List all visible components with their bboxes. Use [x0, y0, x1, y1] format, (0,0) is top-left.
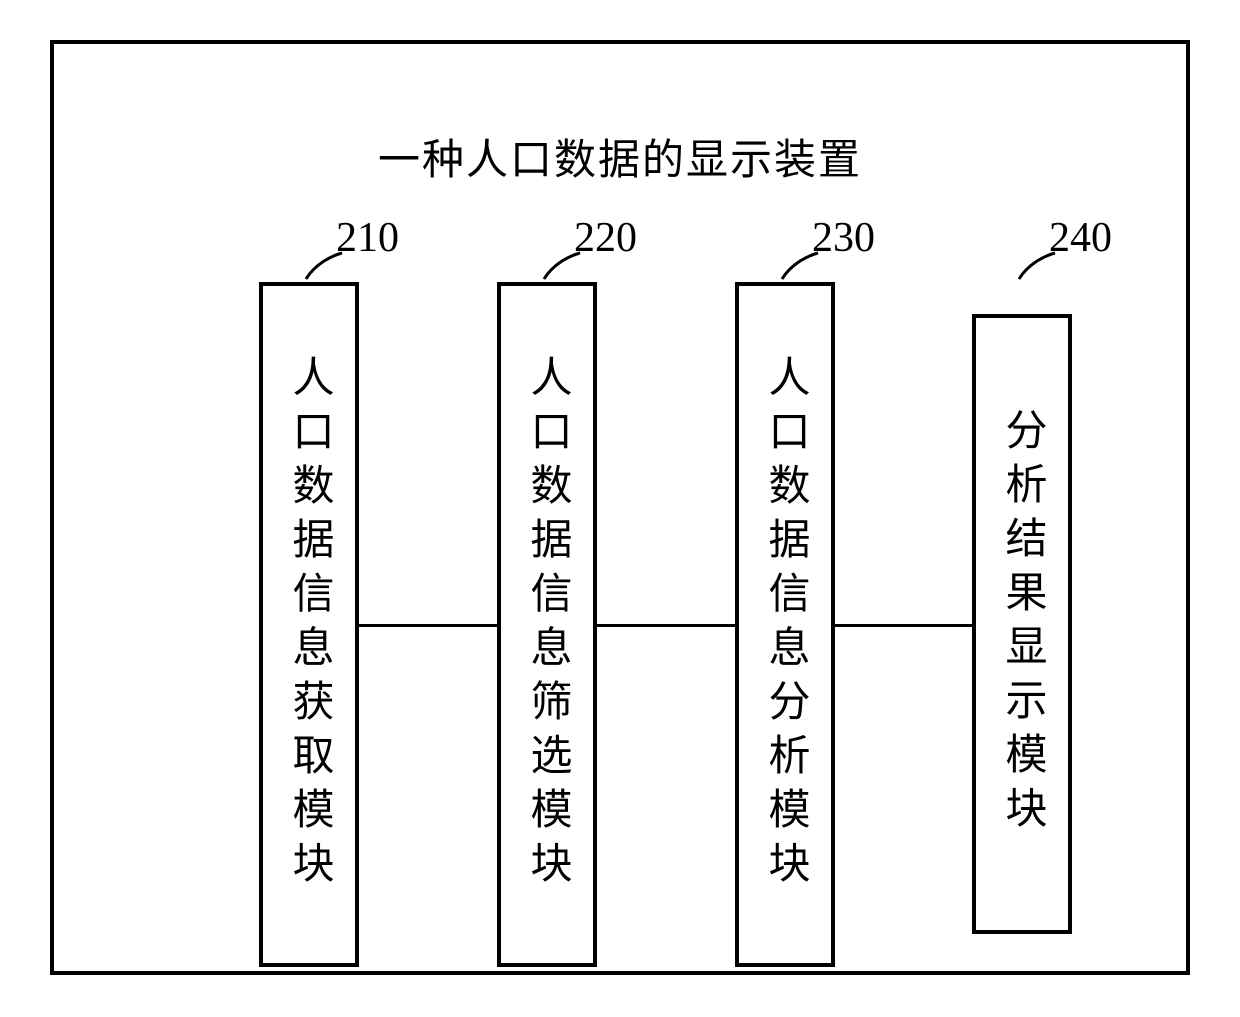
module-ref-240: 240 — [1049, 214, 1112, 262]
module-ref-230: 230 — [812, 214, 875, 262]
module-box-230: 人口数据信息分析模块 — [735, 282, 835, 967]
leader-line-icon — [304, 251, 344, 281]
connector-line — [359, 624, 497, 627]
leader-line-icon — [1017, 251, 1057, 281]
module-label: 人口数据信息分析模块 — [764, 355, 806, 895]
module-label: 分析结果显示模块 — [1001, 408, 1043, 840]
module-box-210: 人口数据信息获取模块 — [259, 282, 359, 967]
connector-line — [597, 624, 735, 627]
module-ref-220: 220 — [574, 214, 637, 262]
module-box-220: 人口数据信息筛选模块 — [497, 282, 597, 967]
module-label: 人口数据信息筛选模块 — [526, 355, 568, 895]
connector-line — [835, 624, 972, 627]
diagram-frame: 一种人口数据的显示装置 210 220 230 240 人口数据信息获取模块 人… — [50, 40, 1190, 975]
module-ref-210: 210 — [336, 214, 399, 262]
leader-line-icon — [542, 251, 582, 281]
leader-line-icon — [780, 251, 820, 281]
diagram-title: 一种人口数据的显示装置 — [378, 126, 862, 187]
module-box-240: 分析结果显示模块 — [972, 314, 1072, 934]
module-label: 人口数据信息获取模块 — [288, 355, 330, 895]
